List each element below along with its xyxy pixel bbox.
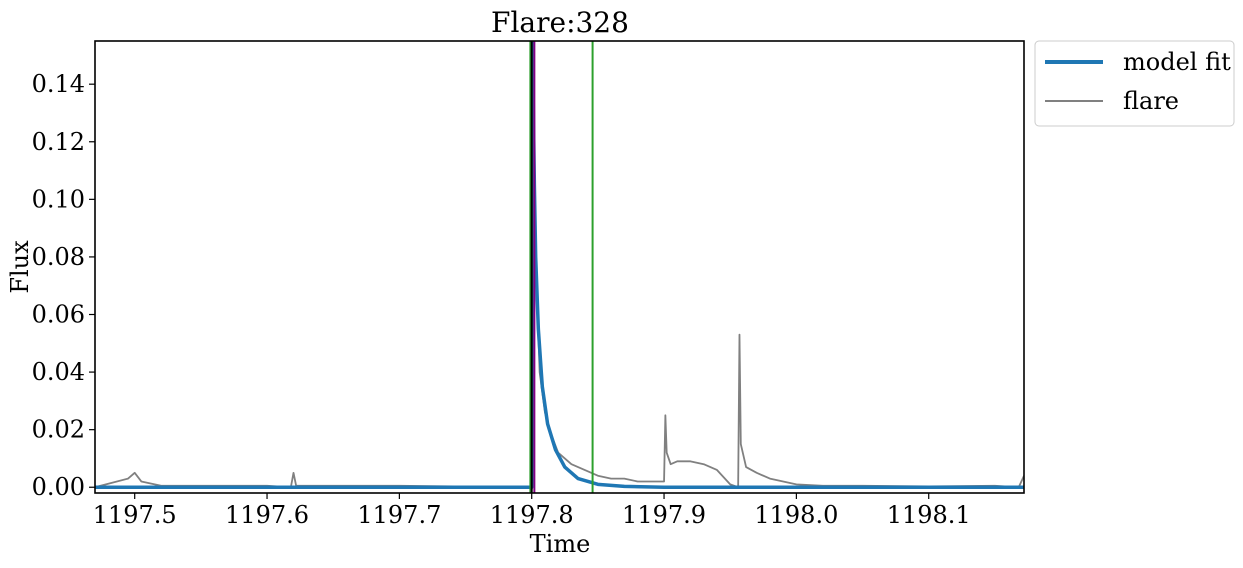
y-tick-label: 0.10 [32,185,85,213]
legend-label-model-fit: model fit [1123,48,1231,76]
x-tick-label: 1197.8 [490,501,574,529]
y-axis: 0.00 0.02 0.04 0.06 0.08 0.10 0.12 0.14 [32,70,95,501]
y-tick-label: 0.08 [32,243,85,271]
x-tick-label: 1197.5 [93,501,177,529]
chart-title: Flare:328 [491,6,629,39]
plot-area [95,41,1024,493]
x-axis-label: Time [530,530,591,558]
x-tick-label: 1197.9 [622,501,706,529]
y-tick-label: 0.02 [32,416,85,444]
series-line-model-fit [95,41,1024,489]
x-axis: 1197.5 1197.6 1197.7 1197.8 1197.9 1198.0 1198… [93,493,971,529]
y-axis-label: Flux [6,240,34,294]
y-tick-label: 0.14 [32,70,85,98]
series-line-flare [95,41,1024,489]
legend-label-flare: flare [1123,87,1179,115]
y-tick-label: 0.12 [32,128,85,156]
x-tick-label: 1197.7 [357,501,441,529]
x-tick-label: 1198.0 [754,501,838,529]
legend: model fit flare [1034,40,1235,127]
x-tick-label: 1197.6 [225,501,309,529]
y-tick-label: 0.04 [32,358,85,386]
y-tick-label: 0.06 [32,301,85,329]
x-tick-label: 1198.1 [887,501,971,529]
plot-frame [94,40,1025,494]
y-tick-label: 0.00 [32,473,85,501]
